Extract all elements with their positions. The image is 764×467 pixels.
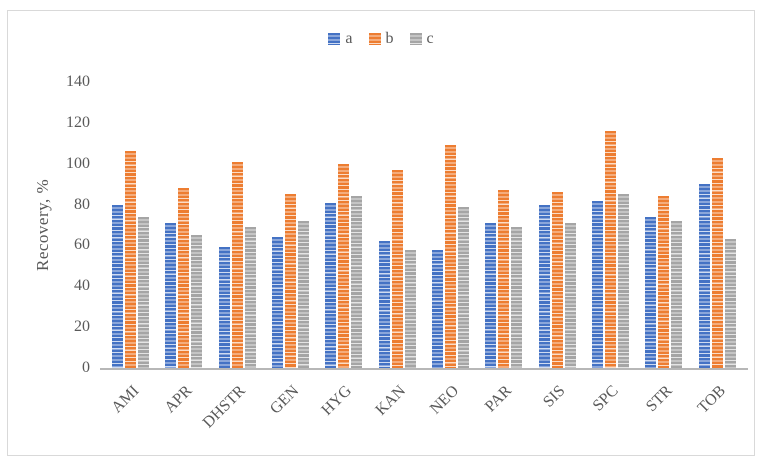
legend: a b c bbox=[8, 31, 754, 47]
plot-area bbox=[104, 82, 744, 368]
legend-item-a: a bbox=[328, 30, 353, 47]
bar-c-STR bbox=[671, 220, 683, 368]
bar-c-APR bbox=[191, 235, 203, 368]
y-tick-label: 120 bbox=[66, 113, 90, 131]
x-label-cell: AMI bbox=[104, 375, 157, 445]
bar-group-AMI bbox=[104, 151, 157, 368]
bar-c-KAN bbox=[404, 249, 416, 368]
bar-b-AMI bbox=[125, 151, 137, 368]
bar-b-APR bbox=[178, 188, 190, 368]
bar-group-PAR bbox=[477, 190, 530, 368]
bar-b-HYG bbox=[338, 163, 350, 368]
bar-a-GEN bbox=[272, 237, 284, 368]
bar-group-SPC bbox=[584, 131, 637, 368]
bar-c-HYG bbox=[351, 196, 363, 368]
x-label-cell: STR bbox=[637, 375, 690, 445]
bar-group-STR bbox=[637, 196, 690, 368]
legend-label: a bbox=[345, 30, 353, 47]
bar-c-PAR bbox=[511, 227, 523, 368]
bar-a-HYG bbox=[325, 202, 337, 368]
y-tick-label: 40 bbox=[74, 277, 90, 295]
x-tick-label: KAN bbox=[372, 382, 409, 419]
bar-group-DHSTR bbox=[211, 161, 264, 368]
x-label-cell: TOB bbox=[691, 375, 744, 445]
bar-group-SIS bbox=[531, 192, 584, 368]
x-label-cell: SIS bbox=[531, 375, 584, 445]
bar-a-TOB bbox=[698, 184, 710, 368]
bar-a-STR bbox=[645, 216, 657, 368]
bar-a-SIS bbox=[538, 204, 550, 368]
x-tick-label: PAR bbox=[482, 382, 516, 416]
legend-label: c bbox=[426, 30, 434, 47]
bar-c-AMI bbox=[138, 216, 150, 368]
bar-groups bbox=[104, 82, 744, 368]
legend-swatch-icon bbox=[368, 33, 381, 45]
x-tick-label: SPC bbox=[589, 382, 622, 415]
bar-c-NEO bbox=[458, 206, 470, 368]
y-tick-label: 0 bbox=[82, 359, 90, 376]
x-tick-label: AMI bbox=[107, 382, 142, 417]
bar-group-TOB bbox=[691, 157, 744, 368]
bar-a-PAR bbox=[485, 222, 497, 368]
bar-b-TOB bbox=[711, 157, 723, 368]
bar-b-NEO bbox=[445, 145, 457, 368]
y-axis-tick-labels: 0 20 40 60 80 100 120 140 bbox=[8, 74, 90, 376]
bar-group-GEN bbox=[264, 194, 317, 368]
y-tick-label: 60 bbox=[74, 236, 90, 254]
legend-item-b: b bbox=[368, 30, 394, 47]
bar-b-STR bbox=[658, 196, 670, 368]
x-axis-labels: AMI APR DHSTR GEN HYG KAN NEO PAR SIS SPC STR TOB bbox=[104, 375, 744, 445]
x-axis-line bbox=[100, 368, 748, 370]
x-tick-label: NEO bbox=[426, 382, 462, 418]
bar-c-TOB bbox=[724, 239, 736, 368]
bar-b-DHSTR bbox=[231, 161, 243, 368]
bar-a-APR bbox=[165, 222, 177, 368]
bar-a-SPC bbox=[592, 200, 604, 368]
bar-group-KAN bbox=[371, 169, 424, 368]
bar-a-AMI bbox=[112, 204, 124, 368]
bar-b-KAN bbox=[391, 169, 403, 368]
x-tick-label: APR bbox=[161, 382, 196, 417]
legend-swatch-icon bbox=[409, 33, 422, 45]
legend-label: b bbox=[385, 30, 394, 47]
bar-c-SIS bbox=[564, 222, 576, 368]
x-label-cell: GEN bbox=[264, 375, 317, 445]
x-label-cell: NEO bbox=[424, 375, 477, 445]
x-tick-label: GEN bbox=[266, 382, 302, 418]
bar-b-GEN bbox=[285, 194, 297, 368]
bar-c-SPC bbox=[618, 194, 630, 368]
x-label-cell: APR bbox=[157, 375, 210, 445]
y-tick-label: 80 bbox=[74, 195, 90, 213]
x-label-cell: KAN bbox=[371, 375, 424, 445]
bar-a-KAN bbox=[378, 241, 390, 368]
y-tick-label: 140 bbox=[66, 73, 90, 90]
bar-a-DHSTR bbox=[218, 247, 230, 368]
bar-b-PAR bbox=[498, 190, 510, 368]
x-tick-label: TOB bbox=[694, 382, 729, 417]
bar-group-NEO bbox=[424, 145, 477, 368]
legend-item-c: c bbox=[409, 30, 434, 47]
x-label-cell: DHSTR bbox=[200, 375, 264, 445]
x-label-cell: PAR bbox=[477, 375, 530, 445]
bar-c-DHSTR bbox=[244, 227, 256, 368]
bar-group-HYG bbox=[317, 163, 370, 368]
x-tick-label: SIS bbox=[540, 382, 569, 411]
bar-a-NEO bbox=[432, 249, 444, 368]
x-label-cell: SPC bbox=[584, 375, 637, 445]
y-tick-label: 20 bbox=[74, 318, 90, 336]
x-tick-label: HYG bbox=[318, 382, 356, 419]
bar-c-GEN bbox=[298, 220, 310, 368]
bar-b-SPC bbox=[605, 131, 617, 368]
y-tick-label: 100 bbox=[66, 154, 90, 172]
x-label-cell: HYG bbox=[317, 375, 370, 445]
x-tick-label: STR bbox=[642, 382, 676, 416]
bar-group-APR bbox=[157, 188, 210, 368]
bar-b-SIS bbox=[551, 192, 563, 368]
legend-swatch-icon bbox=[328, 33, 341, 45]
